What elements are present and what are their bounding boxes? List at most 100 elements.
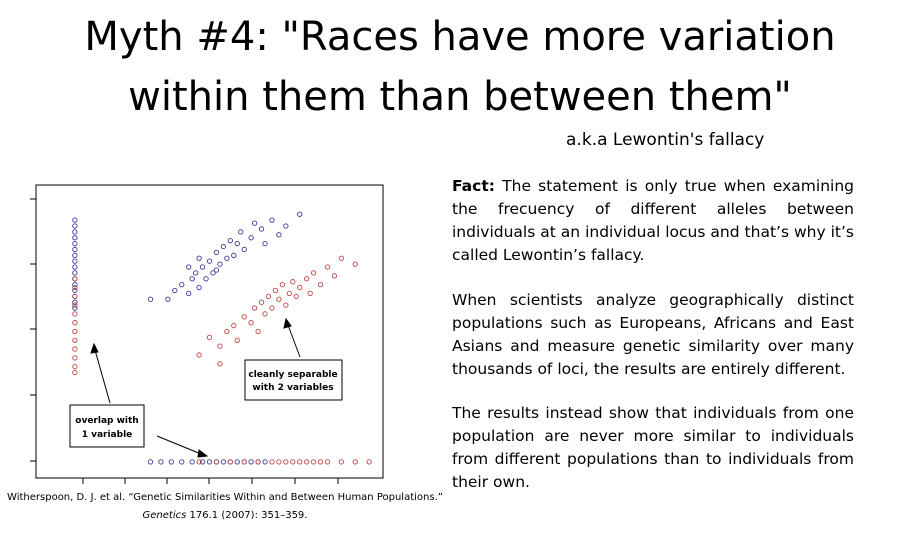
point [255,459,261,465]
point [72,223,78,229]
point [72,311,78,317]
citation: Genetics 176.1 (2007): 351–359. [0,507,450,525]
point [72,337,78,343]
annotation-box [69,404,145,448]
point [72,364,78,370]
point [196,255,202,261]
point [304,276,310,282]
point [317,281,324,288]
annotation: cleanly separable [248,370,337,380]
point [199,264,206,270]
point [324,459,331,465]
point [255,328,261,335]
point [206,258,213,264]
point [231,322,237,329]
point [147,459,154,465]
point [248,235,254,241]
point [172,287,178,294]
point [196,459,202,465]
point [269,305,275,311]
point [72,299,78,305]
fact-label: Fact: [452,177,495,195]
point [283,459,289,465]
point [72,276,78,282]
point [262,240,268,247]
point [203,276,209,282]
arrows [90,317,301,458]
point [262,459,268,465]
annotation: overlap with [75,416,138,426]
title: within them than between them" [128,74,792,120]
point [248,459,254,465]
point [168,459,174,465]
point [220,243,227,250]
point [293,293,299,299]
point [186,264,192,270]
citation-rest: 176.1 (2007): 351–359. [186,510,308,521]
point [324,264,331,270]
point [72,287,78,294]
point [307,290,313,297]
point [241,246,247,253]
paragraph: Fact: The statement is only true when ex… [452,175,854,267]
point [290,279,296,285]
point [72,293,78,299]
point [366,459,372,465]
point [186,290,192,297]
point [72,355,78,361]
point [72,235,78,241]
point [72,252,78,258]
point [206,459,213,465]
point [72,302,78,308]
annotation: 1 variable [82,430,133,440]
point [224,328,230,335]
point [269,217,275,223]
point [72,320,78,326]
point [72,270,78,276]
point [317,459,324,465]
subtitle: a.k.a Lewontin's fallacy [566,130,765,150]
point [220,459,227,465]
point [179,459,185,465]
point [234,240,240,247]
point [290,459,296,465]
point [258,299,265,305]
axis-ticks [30,198,339,484]
point [352,459,358,465]
point [227,459,233,465]
point [234,337,240,343]
point [310,459,317,465]
point [224,255,230,261]
point [276,296,282,302]
point [279,281,286,288]
point [158,459,164,465]
point [251,220,258,226]
point [179,281,185,288]
paragraph: The results instead show that individual… [452,404,854,491]
point [251,305,258,311]
point [297,211,303,217]
point [269,459,275,465]
annotation-box [244,359,343,401]
point [213,249,220,256]
point [276,459,282,465]
point [276,232,282,238]
chart: overlap with 1 variable cleanly separabl… [30,184,384,484]
point [217,361,223,367]
point [297,284,303,291]
point [72,246,78,253]
point [72,264,78,270]
point [72,284,78,291]
point [304,459,310,465]
point [196,284,202,291]
point [189,276,195,282]
point [210,270,216,276]
point [72,305,78,311]
point [338,459,345,465]
fact-text: The statement is only true when examinin… [452,177,854,264]
point [310,270,317,276]
title: Myth #4: "Races have more variation [84,14,836,60]
point [286,290,292,297]
point [297,459,303,465]
